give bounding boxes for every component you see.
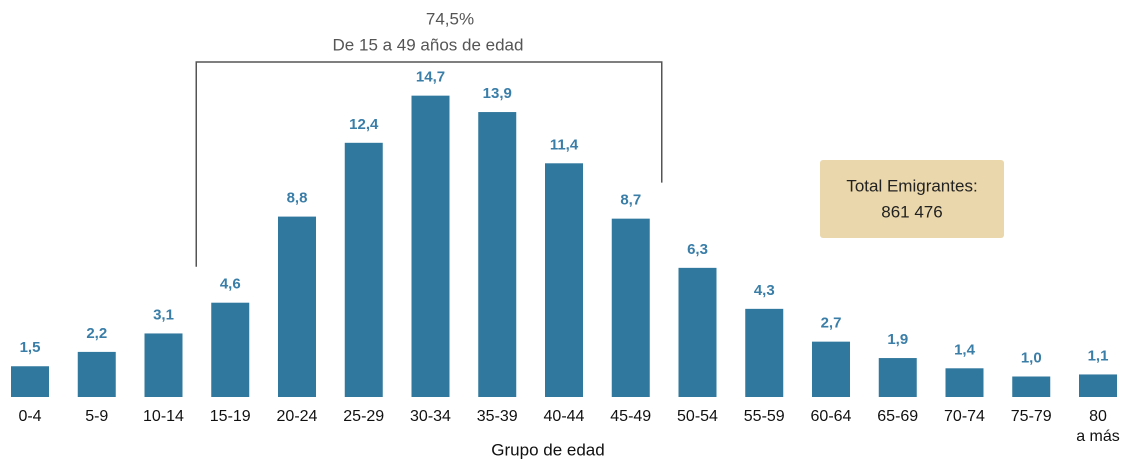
- bar: [678, 267, 717, 397]
- total-box: [820, 160, 1004, 238]
- bar: [945, 368, 984, 397]
- value-label: 1,9: [887, 331, 908, 348]
- bar: [11, 366, 49, 397]
- bar: [478, 112, 517, 398]
- value-label: 14,7: [416, 69, 445, 86]
- value-label: 3,1: [153, 306, 174, 323]
- value-label: 13,9: [483, 85, 512, 102]
- x-tick-label: 35-39: [476, 408, 518, 425]
- bracket-text: De 15 a 49 años de edad: [333, 35, 524, 54]
- x-tick-label: 60-64: [810, 408, 852, 425]
- x-tick-label: 80 a más: [1076, 408, 1120, 445]
- x-tick-label: 70-74: [944, 408, 985, 425]
- bar: [878, 358, 917, 397]
- bar: [1012, 376, 1051, 397]
- bar: [545, 163, 583, 397]
- x-tick-label: 40-44: [543, 408, 585, 425]
- bar: [1079, 374, 1117, 397]
- x-tick-label: 55-59: [743, 408, 785, 425]
- x-tick-label: 30-34: [410, 408, 451, 425]
- value-label: 11,4: [550, 136, 579, 153]
- value-label: 1,0: [1021, 349, 1042, 366]
- value-label: 4,6: [220, 276, 241, 293]
- bar: [745, 308, 784, 397]
- total-value: 861 476: [881, 202, 942, 221]
- bar: [411, 95, 450, 398]
- x-tick-label: 25-29: [343, 408, 385, 425]
- value-label: 2,7: [821, 315, 842, 332]
- x-tick-label: 15-19: [209, 408, 251, 425]
- bar: [278, 216, 316, 397]
- bar: [812, 341, 850, 397]
- value-label: 6,3: [687, 241, 708, 258]
- x-tick-label: 5-9: [85, 408, 109, 425]
- value-label: 1,1: [1088, 347, 1109, 364]
- value-label: 4,3: [754, 282, 775, 299]
- value-label: 1,5: [20, 339, 41, 356]
- value-label: 2,2: [86, 325, 107, 342]
- value-label: 8,8: [287, 190, 308, 207]
- x-tick-label: 20-24: [276, 408, 318, 425]
- bracket: [195, 61, 663, 267]
- bar: [77, 351, 116, 397]
- x-tick-label: 10-14: [143, 408, 184, 425]
- value-label: 12,4: [349, 116, 379, 133]
- bar: [144, 333, 183, 397]
- bar: [611, 218, 650, 397]
- value-label: 8,7: [620, 192, 641, 209]
- x-axis-label: Grupo de edad: [491, 440, 604, 459]
- x-tick-label: 45-49: [610, 408, 652, 425]
- total-label: Total Emigrantes:: [846, 176, 977, 195]
- value-label: 1,4: [954, 341, 976, 358]
- bar: [344, 142, 383, 397]
- x-tick-label: 0-4: [18, 408, 42, 425]
- x-tick-label: 65-69: [877, 408, 919, 425]
- x-tick-label: 75-79: [1010, 408, 1052, 425]
- x-tick-label: 50-54: [677, 408, 718, 425]
- bracket-value: 74,5%: [426, 9, 474, 28]
- bar: [211, 302, 250, 397]
